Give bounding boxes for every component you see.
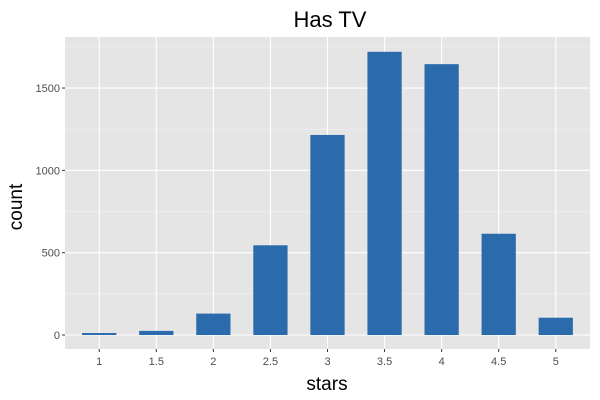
bar-3 xyxy=(310,134,345,336)
bar-1-5 xyxy=(139,330,174,336)
x-tick-label: 3.5 xyxy=(377,356,392,368)
y-tick-label: 1500 xyxy=(36,83,60,95)
y-axis-title: count xyxy=(6,183,27,230)
x-tick-label: 2.5 xyxy=(263,356,278,368)
bar-5 xyxy=(538,317,573,336)
y-tick-label: 1000 xyxy=(36,165,60,177)
x-tick-label: 4.5 xyxy=(491,356,506,368)
x-tick-label: 1 xyxy=(96,356,102,368)
x-tick-label: 2 xyxy=(210,356,216,368)
x-axis: 1 1.5 2 2.5 3 3.5 4 4.5 5 xyxy=(96,349,559,368)
bar-2 xyxy=(196,313,231,336)
bar-4 xyxy=(424,64,459,336)
x-tick-label: 4 xyxy=(439,356,445,368)
chart-title: Has TV xyxy=(294,7,367,32)
x-axis-title: stars xyxy=(306,374,347,395)
bars xyxy=(82,51,573,336)
bar-2-5 xyxy=(253,245,288,336)
x-tick-label: 1.5 xyxy=(149,356,164,368)
bar-1 xyxy=(82,333,117,336)
y-tick-label: 0 xyxy=(54,330,60,342)
y-axis: 0 500 1000 1500 xyxy=(36,83,65,342)
x-tick-label: 5 xyxy=(553,356,559,368)
bar-4-5 xyxy=(481,233,516,336)
bar-3-5 xyxy=(367,51,402,336)
x-tick-label: 3 xyxy=(324,356,330,368)
y-tick-label: 500 xyxy=(42,248,60,260)
